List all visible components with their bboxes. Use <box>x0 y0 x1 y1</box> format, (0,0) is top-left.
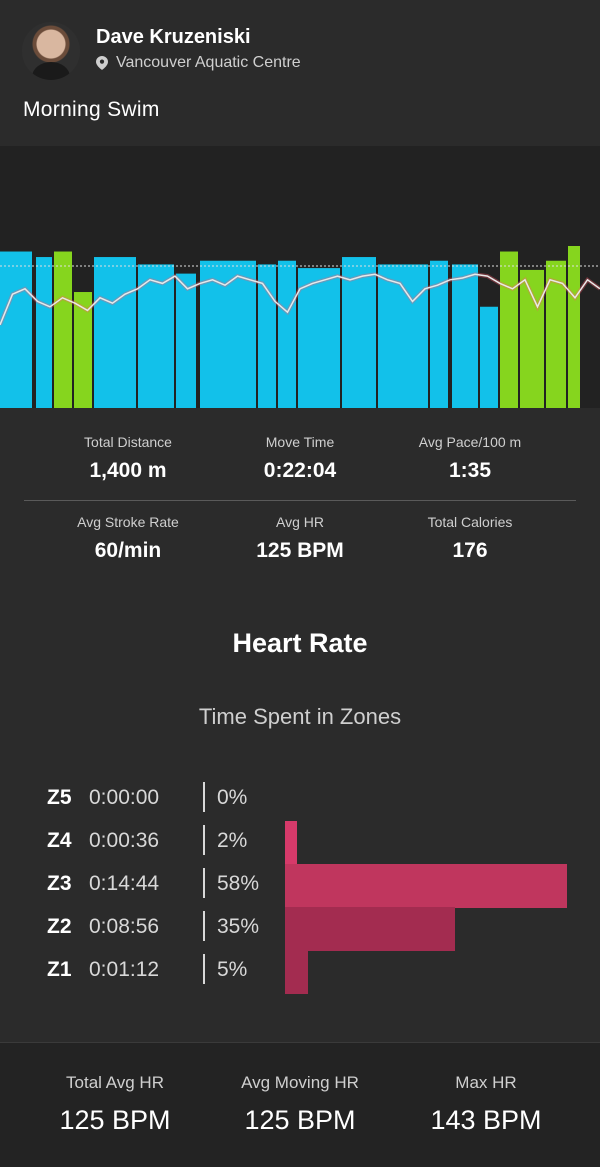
swim-interval-bar[interactable] <box>176 273 196 408</box>
stat-move-time: Move Time 0:22:04 <box>200 434 400 483</box>
zone-label: Z2 <box>47 915 72 938</box>
stat-total-calories: Total Calories 176 <box>370 514 570 563</box>
zone-time: 0:00:36 <box>89 829 160 852</box>
zone-time: 0:14:44 <box>89 872 160 895</box>
footer-label: Avg Moving HR <box>241 1073 359 1092</box>
zone-label: Z4 <box>47 829 72 852</box>
zone-percent: 5% <box>217 958 248 981</box>
zone-separator <box>203 782 205 812</box>
activity-header: Dave Kruzeniski Vancouver Aquatic Centre… <box>0 0 600 146</box>
swim-interval-bar[interactable] <box>138 264 174 408</box>
zone-percent: 35% <box>217 915 260 938</box>
zone-row-z1: Z1 0:01:12 5% <box>0 950 600 994</box>
swim-interval-bar[interactable] <box>258 264 276 408</box>
avatar[interactable] <box>22 22 80 80</box>
hr-line <box>0 273 600 326</box>
stat-value: 176 <box>452 539 488 562</box>
swim-interval-bar[interactable] <box>430 260 448 408</box>
zones-subtitle: Time Spent in Zones <box>198 704 402 729</box>
swim-interval-bar[interactable] <box>480 306 498 408</box>
swim-interval-bar[interactable] <box>342 257 376 408</box>
swim-interval-bar[interactable] <box>452 264 478 408</box>
stat-value: 1:35 <box>448 459 492 482</box>
stat-value: 0:22:04 <box>263 459 337 482</box>
zone-bar <box>285 907 456 951</box>
stat-value: 60/min <box>94 539 162 562</box>
zone-percent: 0% <box>217 786 248 809</box>
zone-row-z4: Z4 0:00:36 2% <box>0 821 600 865</box>
swim-interval-bar[interactable] <box>54 251 72 408</box>
stat-label: Total Distance <box>84 434 172 450</box>
zone-separator <box>203 954 205 984</box>
heart-rate-title: Heart Rate <box>232 628 368 658</box>
zone-bar <box>285 864 567 908</box>
footer-total-avg-hr: Total Avg HR 125 BPM <box>15 1073 215 1136</box>
swim-chart-svg <box>0 246 600 408</box>
zone-separator <box>203 911 205 941</box>
zone-row-z3: Z3 0:14:44 58% <box>0 864 600 908</box>
zone-time: 0:08:56 <box>89 915 160 938</box>
swim-interval-bar[interactable] <box>36 257 52 408</box>
activity-title: Morning Swim <box>23 98 160 121</box>
footer-value: 143 BPM <box>430 1105 542 1135</box>
swim-interval-bar[interactable] <box>94 257 136 408</box>
zone-label: Z1 <box>47 958 72 981</box>
stat-avg-pace: Avg Pace/100 m 1:35 <box>370 434 570 483</box>
swim-interval-bar[interactable] <box>0 251 32 408</box>
stat-label: Avg HR <box>276 514 324 530</box>
zone-percent: 58% <box>217 872 260 895</box>
hr-summary-footer: Total Avg HR 125 BPM Avg Moving HR 125 B… <box>0 1042 600 1167</box>
zone-label: Z3 <box>47 872 72 895</box>
stat-label: Avg Pace/100 m <box>418 434 522 450</box>
stat-avg-stroke-rate: Avg Stroke Rate 60/min <box>28 514 228 563</box>
user-name[interactable]: Dave Kruzeniski <box>96 26 251 48</box>
zone-separator <box>203 868 205 898</box>
zone-time: 0:00:00 <box>89 786 160 809</box>
zone-time: 0:01:12 <box>89 958 160 981</box>
summary-stats: Total Distance 1,400 m Move Time 0:22:04… <box>0 408 600 618</box>
location-pin-icon <box>96 56 108 70</box>
zone-percent: 2% <box>217 829 248 852</box>
zone-bar <box>285 821 297 865</box>
location-text[interactable]: Vancouver Aquatic Centre <box>116 54 301 71</box>
footer-label: Total Avg HR <box>66 1073 164 1092</box>
zone-row-z2: Z2 0:08:56 35% <box>0 907 600 951</box>
footer-value: 125 BPM <box>244 1105 356 1135</box>
swim-interval-bar[interactable] <box>200 260 256 408</box>
swim-interval-bar[interactable] <box>520 269 544 408</box>
footer-avg-moving-hr: Avg Moving HR 125 BPM <box>200 1073 400 1136</box>
stat-value: 125 BPM <box>256 539 344 562</box>
zone-bar <box>285 950 308 994</box>
stat-total-distance: Total Distance 1,400 m <box>28 434 228 483</box>
stat-avg-hr: Avg HR 125 BPM <box>200 514 400 563</box>
footer-value: 125 BPM <box>59 1105 171 1135</box>
stat-label: Total Calories <box>427 514 513 530</box>
swim-interval-chart[interactable] <box>0 146 600 408</box>
swim-interval-bar[interactable] <box>298 268 340 408</box>
stat-label: Avg Stroke Rate <box>77 514 179 530</box>
stats-divider <box>24 500 576 501</box>
zone-row-z5: Z5 0:00:00 0% <box>0 778 600 822</box>
swim-interval-bar[interactable] <box>74 292 92 408</box>
swim-interval-bar[interactable] <box>568 246 580 408</box>
swim-interval-bar[interactable] <box>500 251 518 408</box>
swim-interval-bar[interactable] <box>278 260 296 408</box>
footer-label: Max HR <box>455 1073 517 1092</box>
footer-max-hr: Max HR 143 BPM <box>386 1073 586 1136</box>
stat-value: 1,400 m <box>89 459 167 482</box>
zone-label: Z5 <box>47 786 72 809</box>
stat-label: Move Time <box>265 434 335 450</box>
swim-interval-bar[interactable] <box>546 260 566 408</box>
zone-separator <box>203 825 205 855</box>
